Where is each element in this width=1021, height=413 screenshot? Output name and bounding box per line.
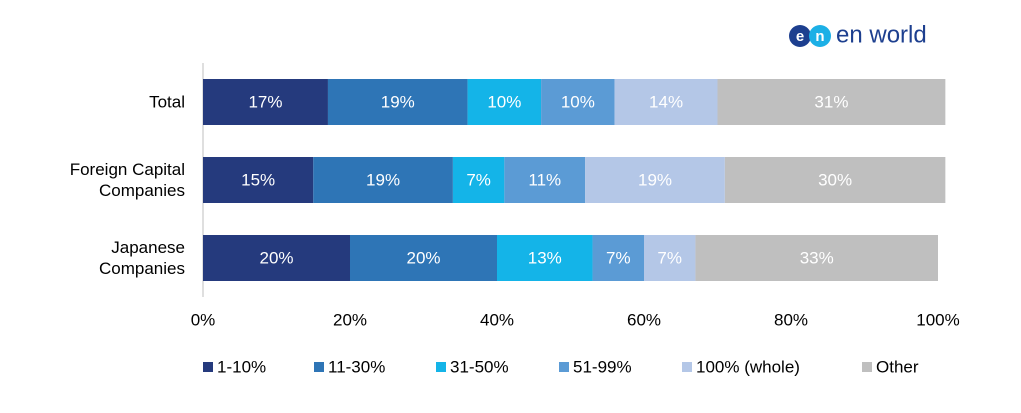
data-label: 7% xyxy=(466,170,491,189)
data-label: 15% xyxy=(241,170,275,189)
legend-label: 11-30% xyxy=(328,357,385,376)
logo-letter: n xyxy=(815,28,824,45)
logo-badge xyxy=(789,25,811,47)
data-label: 33% xyxy=(800,248,834,267)
x-tick-label: 40% xyxy=(480,310,514,329)
data-label: 19% xyxy=(638,170,672,189)
legend-label: 100% (whole) xyxy=(696,357,800,376)
legend-swatch xyxy=(203,362,213,372)
bar-segment xyxy=(644,235,696,281)
data-label: 7% xyxy=(657,248,682,267)
data-label: 17% xyxy=(248,92,282,111)
logo-text: en world xyxy=(836,21,927,48)
category-label: Japanese Companies xyxy=(99,238,185,278)
bar-segment xyxy=(585,157,725,203)
legend-swatch xyxy=(559,362,569,372)
bar-segment xyxy=(695,235,938,281)
data-label: 31% xyxy=(814,92,848,111)
data-label: 11% xyxy=(528,170,561,189)
bar-segment xyxy=(592,235,644,281)
legend-label: 1-10% xyxy=(217,357,266,376)
bar-segment xyxy=(614,79,718,125)
data-label: 30% xyxy=(818,170,852,189)
legend-label: 51-99% xyxy=(573,357,632,376)
x-tick-label: 80% xyxy=(774,310,808,329)
category-label: Foreign Capital Companies xyxy=(69,160,185,200)
legend-swatch xyxy=(314,362,324,372)
legend-swatch xyxy=(436,362,446,372)
bar-segment xyxy=(350,235,497,281)
bar-segment xyxy=(203,157,314,203)
legend-label: 31-50% xyxy=(450,357,509,376)
bar-segment xyxy=(327,79,468,125)
bar-segment xyxy=(203,235,350,281)
bar-segment xyxy=(467,79,542,125)
logo-badge xyxy=(809,25,831,47)
logo-letter: e xyxy=(796,28,804,45)
x-tick-label: 100% xyxy=(916,310,959,329)
legend-label: Other xyxy=(876,357,919,376)
data-label: 10% xyxy=(487,92,521,111)
legend-swatch xyxy=(682,362,692,372)
legend-swatch xyxy=(862,362,872,372)
bar-segment xyxy=(203,79,328,125)
data-label: 10% xyxy=(561,92,595,111)
data-label: 20% xyxy=(406,248,440,267)
x-tick-label: 0% xyxy=(191,310,216,329)
data-label: 19% xyxy=(366,170,400,189)
data-label: 14% xyxy=(649,92,683,111)
x-tick-label: 60% xyxy=(627,310,661,329)
bar-segment xyxy=(504,157,586,203)
bar-segment xyxy=(452,157,505,203)
data-label: 13% xyxy=(528,248,562,267)
x-tick-label: 20% xyxy=(333,310,367,329)
data-label: 19% xyxy=(381,92,415,111)
data-label: 20% xyxy=(259,248,293,267)
bar-segment xyxy=(497,235,593,281)
category-label: Total xyxy=(149,92,185,112)
bar-segment xyxy=(717,79,946,125)
data-label: 7% xyxy=(606,248,631,267)
bar-segment xyxy=(541,79,615,125)
bar-segment xyxy=(313,157,453,203)
bar-segment xyxy=(724,157,946,203)
